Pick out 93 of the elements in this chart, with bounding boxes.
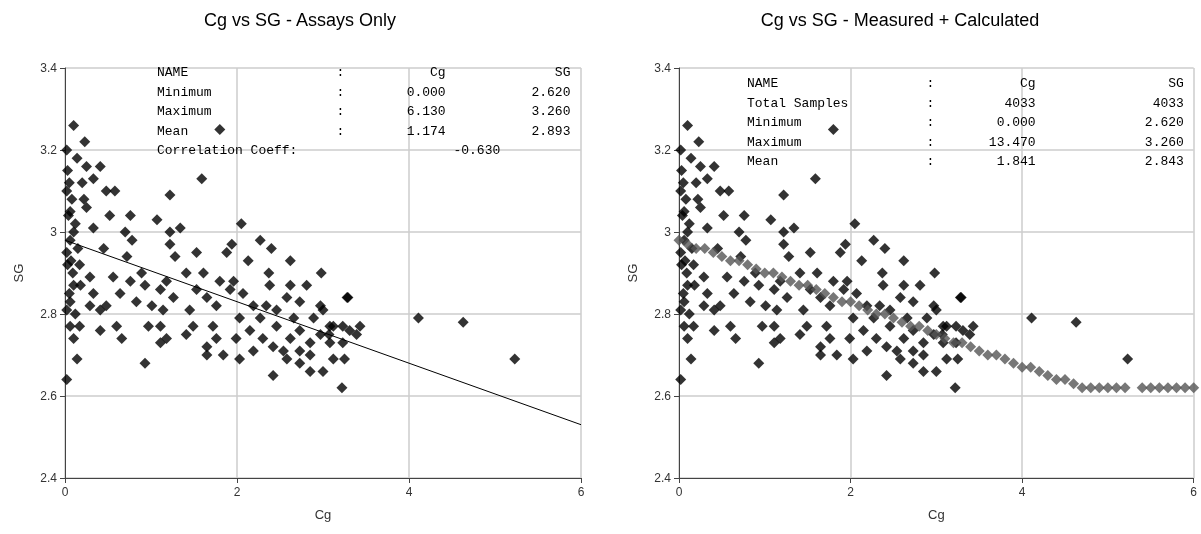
point: [1085, 382, 1097, 394]
point: [724, 255, 736, 267]
point: [1171, 382, 1183, 394]
x-tick-label: 4: [1018, 485, 1026, 499]
point: [879, 308, 891, 320]
y-tick-label: 3.2: [654, 143, 672, 157]
annotation: Maximum : 13.470 3.260: [747, 134, 1184, 150]
y-tick-label: 3: [664, 225, 672, 239]
point: [1076, 382, 1088, 394]
point: [819, 288, 831, 299]
point: [1110, 382, 1122, 394]
point: [853, 300, 865, 312]
point: [1179, 382, 1191, 394]
point: [1050, 374, 1062, 386]
point: [810, 283, 822, 295]
point: [1016, 361, 1028, 373]
point: [1162, 382, 1174, 394]
x-axis-title: Cg: [314, 507, 332, 522]
point: [1145, 382, 1157, 394]
point: [887, 312, 899, 324]
x-tick-label: 4: [405, 485, 413, 499]
chart-title: Cg vs SG - Measured + Calculated: [760, 10, 1040, 30]
point: [742, 259, 754, 271]
point: [1025, 361, 1037, 373]
point: [1102, 382, 1114, 394]
y-tick-label: 3: [50, 225, 58, 239]
point: [836, 296, 848, 308]
annotation: Minimum : 0.000 2.620: [747, 115, 1184, 130]
point: [990, 349, 1002, 361]
annotation: Total Samples : 4033 4033: [747, 95, 1184, 111]
point: [1042, 370, 1054, 381]
point: [1033, 365, 1045, 377]
annotation: Minimum : 0.000 2.620: [157, 84, 571, 100]
y-tick-label: 2.6: [654, 389, 672, 403]
point: [785, 275, 797, 287]
y-tick-label: 2.6: [40, 389, 58, 403]
point: [673, 234, 685, 246]
y-tick-label: 3.4: [654, 61, 672, 75]
y-axis-title: SG: [11, 263, 26, 283]
point: [1153, 382, 1165, 394]
x-tick-label: 2: [847, 485, 855, 499]
point: [793, 279, 805, 291]
x-tick-label: 0: [675, 485, 683, 499]
point: [896, 316, 908, 328]
point: [707, 247, 719, 258]
x-tick-label: 0: [61, 485, 69, 499]
y-tick-label: 2.4: [654, 471, 672, 485]
point: [1059, 374, 1071, 386]
point: [827, 292, 839, 304]
point: [845, 296, 857, 308]
chart-title: Cg vs SG - Assays Only: [203, 10, 397, 30]
y-tick-label: 2.8: [654, 307, 672, 321]
point: [716, 251, 728, 263]
y-tick-label: 2.8: [40, 307, 58, 321]
point: [1119, 382, 1131, 394]
annotation: NAME : Cg SG: [157, 65, 571, 80]
point: [905, 320, 917, 332]
point: [776, 271, 788, 283]
x-axis-title: Cg: [928, 507, 945, 522]
annotation: Mean : 1.174 2.893: [157, 123, 571, 139]
point: [750, 263, 762, 275]
point: [699, 242, 711, 254]
point: [870, 308, 882, 320]
x-tick-label: 2: [233, 485, 241, 499]
point: [767, 267, 779, 279]
point: [690, 242, 702, 254]
x-tick-label: 6: [577, 485, 585, 499]
point: [733, 255, 745, 267]
point: [1136, 382, 1148, 394]
annotation: Correlation Coeff: -0.630: [157, 143, 501, 158]
point: [1188, 382, 1200, 394]
point: [973, 345, 985, 357]
point: [759, 267, 771, 279]
point: [939, 333, 951, 345]
point: [1093, 382, 1105, 394]
y-tick-label: 2.4: [40, 471, 58, 485]
y-axis-title: SG: [625, 263, 640, 283]
annotation: NAME : Cg SG: [747, 76, 1184, 91]
point: [862, 304, 874, 316]
point: [802, 279, 814, 291]
y-tick-label: 3.2: [40, 143, 58, 157]
point: [982, 349, 994, 361]
point: [999, 353, 1011, 365]
annotation: Maximum : 6.130 3.260: [157, 104, 571, 119]
point: [682, 238, 694, 250]
annotation: Mean : 1.841 2.843: [747, 154, 1184, 169]
point: [1068, 378, 1080, 390]
x-tick-label: 6: [1190, 485, 1198, 499]
y-tick-label: 3.4: [40, 61, 58, 75]
point: [922, 324, 934, 336]
point: [1008, 357, 1020, 369]
point: [965, 341, 977, 353]
point: [913, 320, 925, 332]
